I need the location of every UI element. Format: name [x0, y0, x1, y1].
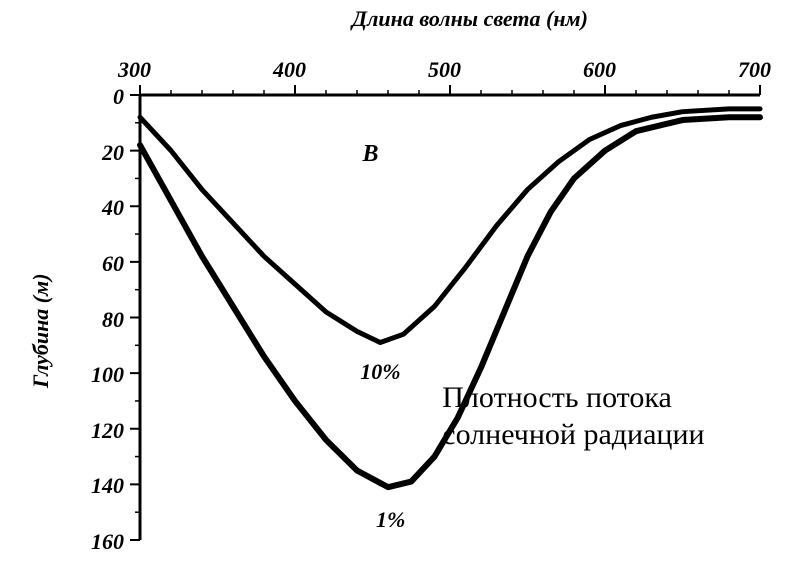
chart-caption: Плотность потока солнечной радиации: [442, 379, 704, 454]
y-tick-label: 80: [102, 307, 124, 333]
chart-root: Длина волны света (нм) Глубина (м) 30040…: [0, 0, 800, 568]
y-tick-label: 120: [91, 418, 124, 444]
x-tick-label: 300: [118, 57, 151, 83]
x-tick-label: 400: [273, 57, 306, 83]
series-label-10pct: 10%: [360, 359, 400, 385]
panel-letter: В: [363, 141, 379, 168]
caption-line-2: солнечной радиации: [442, 416, 704, 454]
y-tick-label: 40: [102, 195, 124, 221]
y-tick-label: 0: [113, 84, 124, 110]
x-tick-label: 500: [428, 57, 461, 83]
y-tick-label: 100: [91, 362, 124, 388]
caption-line-1: Плотность потока: [442, 379, 704, 417]
series-label-1pct: 1%: [376, 507, 405, 533]
y-tick-label: 20: [102, 140, 124, 166]
y-tick-label: 140: [91, 473, 124, 499]
x-tick-label: 600: [583, 57, 616, 83]
y-tick-label: 60: [102, 251, 124, 277]
y-tick-label: 160: [91, 529, 124, 555]
x-tick-label: 700: [738, 57, 771, 83]
